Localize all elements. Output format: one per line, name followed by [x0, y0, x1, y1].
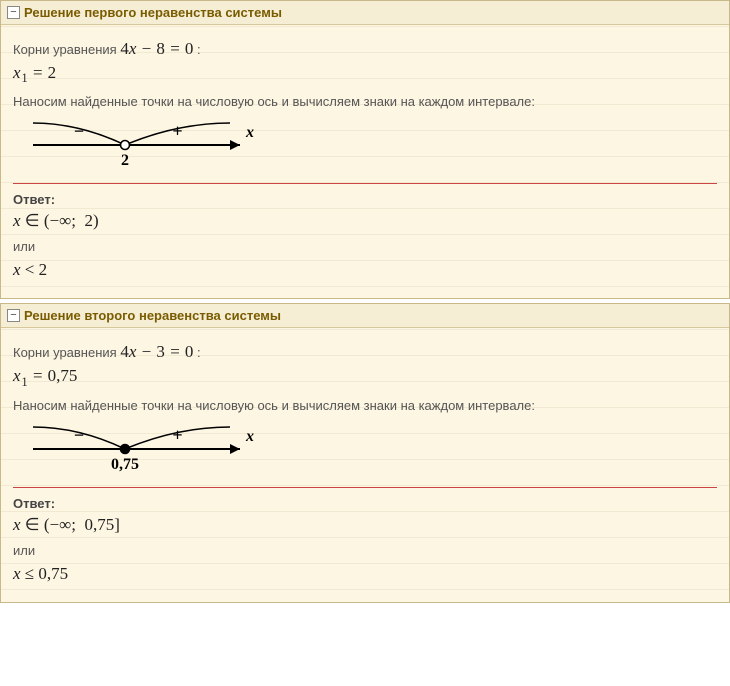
- equation: 4x − 3 = 0: [120, 342, 193, 361]
- svg-text:x: x: [245, 428, 254, 445]
- panel-title: Решение первого неравенства системы: [24, 5, 282, 20]
- panel-header: − Решение первого неравенства системы: [1, 1, 729, 25]
- number-line-diagram: − + x 0,75: [15, 421, 717, 477]
- plot-intro: Наносим найденные точки на числовую ось …: [13, 94, 717, 109]
- or-label: или: [13, 239, 717, 254]
- root-var: x: [13, 366, 21, 385]
- collapse-icon[interactable]: −: [7, 309, 20, 322]
- answer-alt: x < 2: [13, 260, 717, 280]
- roots-intro-suffix: :: [197, 345, 201, 360]
- answer-label: Ответ:: [13, 496, 717, 511]
- root-rhs: 0,75: [48, 366, 78, 385]
- svg-text:+: +: [172, 425, 182, 445]
- answer-label: Ответ:: [13, 192, 717, 207]
- root-sub: 1: [22, 71, 28, 85]
- svg-text:0,75: 0,75: [111, 456, 139, 473]
- divider: [13, 183, 717, 184]
- svg-text:x: x: [245, 124, 254, 141]
- root-value: x1 = 2: [13, 63, 717, 86]
- answer-alt: x ≤ 0,75: [13, 564, 717, 584]
- plot-intro: Наносим найденные точки на числовую ось …: [13, 398, 717, 413]
- roots-intro: Корни уравнения 4x − 8 = 0 :: [13, 39, 717, 59]
- panel-body: Корни уравнения 4x − 3 = 0 : x1 = 0,75 Н…: [1, 328, 729, 601]
- roots-intro: Корни уравнения 4x − 3 = 0 :: [13, 342, 717, 362]
- roots-intro-prefix: Корни уравнения: [13, 42, 120, 57]
- svg-text:−: −: [74, 121, 84, 141]
- equation: 4x − 8 = 0: [120, 39, 193, 58]
- panel-title: Решение второго неравенства системы: [24, 308, 281, 323]
- svg-text:2: 2: [121, 152, 129, 169]
- svg-text:−: −: [74, 425, 84, 445]
- root-sub: 1: [22, 375, 28, 389]
- root-rhs: 2: [48, 63, 57, 82]
- root-var: x: [13, 63, 21, 82]
- roots-intro-suffix: :: [197, 42, 201, 57]
- collapse-icon[interactable]: −: [7, 6, 20, 19]
- answer-interval: x ∈ (−∞; 2): [13, 211, 717, 231]
- solution-panel-1: − Решение первого неравенства системы Ко…: [0, 0, 730, 299]
- roots-intro-prefix: Корни уравнения: [13, 345, 120, 360]
- panel-body: Корни уравнения 4x − 8 = 0 : x1 = 2 Нано…: [1, 25, 729, 298]
- number-line-diagram: − + x 2: [15, 117, 717, 173]
- root-value: x1 = 0,75: [13, 366, 717, 389]
- answer-interval: x ∈ (−∞; 0,75]: [13, 515, 717, 535]
- divider: [13, 487, 717, 488]
- or-label: или: [13, 543, 717, 558]
- svg-text:+: +: [172, 121, 182, 141]
- solution-panel-2: − Решение второго неравенства системы Ко…: [0, 303, 730, 602]
- panel-header: − Решение второго неравенства системы: [1, 304, 729, 328]
